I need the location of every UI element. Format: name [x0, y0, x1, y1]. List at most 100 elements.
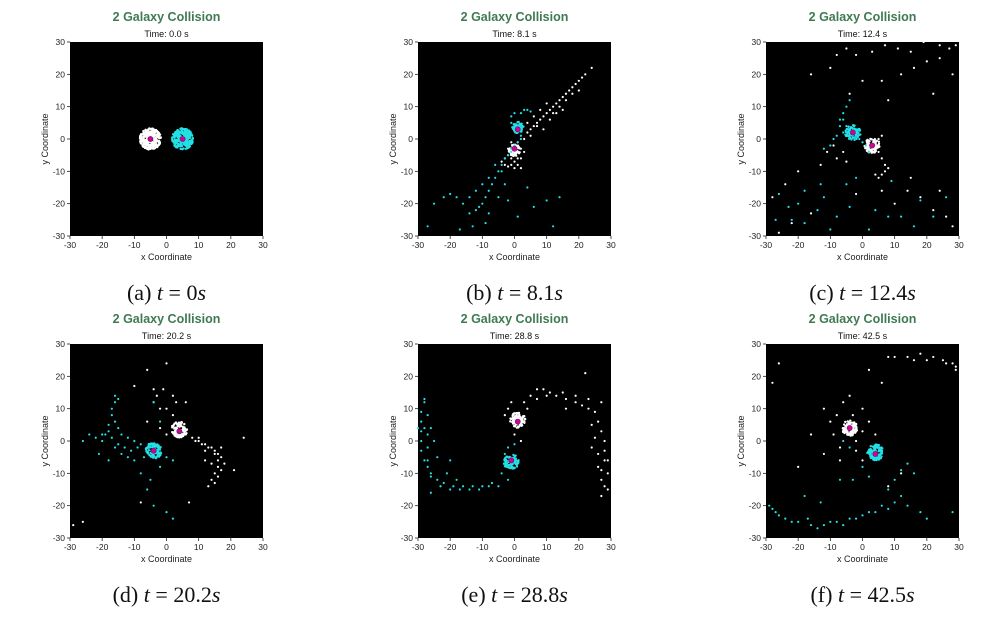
star-point [126, 436, 129, 439]
star-point [213, 449, 216, 452]
star-point [220, 456, 223, 459]
star-point [593, 410, 597, 413]
star-point [429, 426, 432, 430]
x-tick-label: 0 [164, 542, 169, 552]
star-point [919, 511, 922, 514]
star-point [932, 355, 935, 359]
star-point [155, 138, 158, 142]
x-tick-label: -20 [444, 542, 457, 552]
star-point [151, 143, 155, 146]
star-point [878, 446, 881, 449]
plot-area [70, 42, 263, 236]
star-point [880, 381, 883, 384]
star-point [852, 421, 855, 425]
y-tick-label: 10 [404, 404, 414, 414]
star-point [874, 433, 877, 436]
star-point [426, 414, 429, 417]
star-point [512, 417, 516, 420]
y-tick-label: 20 [404, 69, 414, 79]
star-point [204, 443, 207, 446]
star-point [461, 485, 465, 488]
star-point [487, 212, 490, 215]
star-point [72, 523, 75, 527]
star-point [835, 520, 838, 523]
star-point [838, 124, 842, 128]
star-point [429, 472, 432, 475]
star-point [88, 433, 91, 436]
star-point [513, 443, 516, 446]
star-point [797, 170, 800, 173]
star-point [151, 147, 155, 150]
star-point [143, 139, 146, 142]
panel-caption: (e) t = 28.8s [425, 582, 605, 608]
star-point [120, 433, 123, 436]
star-point [887, 215, 890, 218]
star-point [117, 443, 120, 446]
star-point [822, 452, 825, 456]
star-point [539, 118, 542, 121]
star-point [849, 419, 852, 422]
star-point [600, 401, 603, 404]
y-tick-label: 10 [752, 102, 762, 112]
star-point [856, 131, 859, 135]
star-point [809, 212, 813, 215]
galaxy-core-marker [511, 145, 518, 152]
star-point [577, 79, 580, 82]
star-point [848, 432, 852, 435]
star-point [510, 157, 513, 160]
points-layer [771, 40, 957, 234]
star-point [157, 139, 160, 143]
star-point [771, 381, 774, 384]
star-point [500, 163, 503, 166]
star-point [139, 443, 142, 446]
star-point [867, 228, 871, 231]
star-point [900, 472, 903, 475]
caption-label: (d) [112, 582, 139, 607]
star-point [829, 420, 832, 423]
star-point [191, 436, 194, 439]
star-point [851, 414, 854, 417]
star-point [853, 136, 856, 139]
star-point [606, 459, 609, 462]
panel-subtitle: Time: 0.0 s [144, 29, 189, 39]
star-point [171, 459, 175, 462]
star-point [154, 445, 158, 448]
star-point [829, 228, 832, 231]
star-point [835, 157, 838, 160]
caption-equals: = [163, 280, 187, 305]
star-point [519, 147, 523, 150]
star-point [877, 140, 881, 143]
star-point [853, 138, 856, 142]
star-point [838, 459, 842, 462]
x-tick-label: 10 [194, 542, 204, 552]
star-point [797, 520, 800, 523]
star-point [142, 129, 145, 133]
star-point [191, 136, 195, 140]
star-point [787, 205, 790, 208]
star-point [156, 445, 160, 449]
star-point [532, 124, 535, 128]
x-tick-label: -20 [96, 240, 109, 250]
x-tick-label: 10 [890, 240, 900, 250]
star-point [845, 127, 849, 131]
caption-unit: s [211, 582, 221, 607]
star-point [535, 121, 539, 124]
star-point [509, 417, 512, 420]
star-point [165, 456, 168, 459]
y-tick-label: -20 [749, 199, 762, 209]
star-point [182, 426, 185, 429]
star-point [481, 485, 484, 488]
star-point [481, 202, 484, 205]
x-tick-label: 0 [860, 542, 865, 552]
x-tick-label: 10 [542, 542, 552, 552]
star-point [532, 115, 535, 118]
star-point [580, 76, 584, 79]
star-point [149, 143, 152, 147]
star-point [564, 92, 568, 95]
star-point [176, 144, 179, 147]
star-point [200, 443, 203, 446]
star-point [143, 141, 147, 144]
star-point [158, 426, 162, 430]
points-layer [768, 352, 957, 530]
star-point [213, 452, 216, 456]
